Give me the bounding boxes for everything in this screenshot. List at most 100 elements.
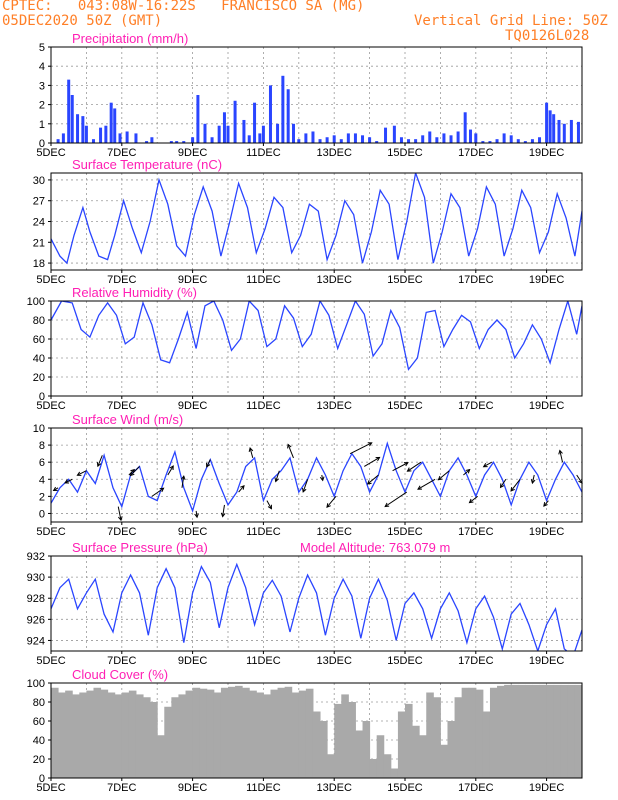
- temperature-ytick-label: 21: [33, 237, 45, 249]
- precip-bar: [247, 135, 251, 143]
- wind-vector-head: [366, 480, 372, 485]
- humidity-ytick-label: 60: [33, 334, 45, 346]
- humidity-xtick-label: 19DEC: [529, 400, 565, 412]
- pressure-xtick-label: 5DEC: [36, 655, 65, 667]
- precipitation-xtick-label: 15DEC: [387, 147, 423, 159]
- precipitation-xtick-label: 5DEC: [36, 147, 65, 159]
- precipitation-xtick-label: 19DEC: [529, 147, 565, 159]
- precip-bar: [91, 139, 95, 143]
- cloud-bar: [433, 697, 441, 778]
- wind-vector-head: [159, 487, 165, 493]
- precipitation-xtick-label: 7DEC: [107, 147, 136, 159]
- cloud-bar: [454, 697, 463, 778]
- precip-bar: [474, 133, 478, 143]
- cloud-cover-ytick-label: 20: [33, 754, 45, 766]
- precip-bar: [523, 141, 527, 143]
- cloud-bar: [511, 684, 519, 778]
- wind-vector: [463, 469, 471, 476]
- cloud-cover-ytick-label: 100: [27, 678, 45, 690]
- temperature-line: [51, 173, 582, 265]
- temperature-xtick-label: 15DEC: [387, 274, 423, 286]
- precip-bar: [442, 133, 446, 143]
- cloud-bar: [58, 692, 66, 778]
- cloud-bar: [405, 703, 413, 778]
- precip-bar: [109, 102, 113, 143]
- wind-vector-head: [169, 465, 174, 471]
- cloud-bar: [497, 685, 505, 778]
- cloud-bar: [228, 686, 236, 778]
- precip-bar: [456, 131, 460, 143]
- cloud-bar: [284, 686, 293, 778]
- cloud-bar: [277, 687, 286, 778]
- precipitation-xtick-label: 13DEC: [316, 147, 352, 159]
- wind-vector: [392, 462, 409, 472]
- cloud-cover-ytick-label: 60: [33, 716, 45, 728]
- precip-bar: [399, 137, 403, 143]
- precipitation-ytick-label: 2: [39, 100, 45, 112]
- wind-vector: [151, 487, 164, 497]
- precipitation-ytick-label: 4: [39, 61, 45, 73]
- precip-bar: [281, 75, 285, 143]
- cloud-bar: [525, 684, 533, 778]
- cloud-cover-xtick-label: 11DEC: [246, 782, 281, 794]
- precip-bar: [104, 125, 108, 143]
- cloud-bar: [320, 721, 328, 778]
- precip-bar: [545, 102, 549, 143]
- precip-bar: [576, 121, 580, 143]
- wind-vector: [302, 479, 309, 493]
- precip-bar: [569, 119, 573, 143]
- cloud-bar: [298, 690, 307, 778]
- precip-bar: [353, 133, 357, 143]
- cloud-bar: [546, 684, 555, 778]
- wind-vector: [249, 447, 254, 459]
- cloud-bar: [305, 688, 314, 778]
- wind-vector: [531, 474, 535, 484]
- wind-vector: [97, 455, 103, 467]
- precip-bar: [291, 123, 295, 143]
- wind-vector-head: [118, 516, 123, 522]
- cloud-bar: [86, 690, 94, 778]
- cloud-bar: [334, 703, 342, 778]
- cloud-bar: [461, 687, 470, 778]
- wind-vector-head: [267, 504, 272, 510]
- precip-bar: [428, 131, 432, 143]
- cloud-bar: [390, 768, 399, 778]
- temperature-xtick-label: 13DEC: [316, 274, 352, 286]
- precip-bar: [538, 137, 542, 143]
- humidity-line: [51, 301, 582, 371]
- wind-vector: [117, 506, 122, 521]
- precip-bar: [509, 135, 513, 143]
- pressure-title: Surface Pressure (hPa): [72, 540, 208, 555]
- cloud-bar: [567, 684, 576, 778]
- cloud-bar: [206, 689, 215, 778]
- cloud-cover-ytick-label: 0: [39, 773, 45, 785]
- cloud-bar: [376, 735, 385, 778]
- cloud-bar: [383, 754, 392, 778]
- precip-bar: [421, 135, 425, 143]
- wind-vector: [326, 496, 337, 508]
- cloud-bar: [107, 692, 116, 778]
- cloud-bar: [128, 690, 137, 778]
- humidity-ytick-label: 20: [33, 372, 45, 384]
- precip-bar: [548, 110, 552, 143]
- wind-ytick-label: 2: [39, 491, 45, 503]
- precip-bar: [182, 141, 186, 143]
- wind-vector-head: [437, 475, 443, 481]
- cloud-bar: [574, 684, 583, 778]
- temperature-ytick-label: 18: [33, 258, 45, 270]
- cloud-cover-frame: [50, 682, 583, 779]
- precip-bar: [242, 119, 246, 143]
- wind-vector: [407, 461, 422, 472]
- wind-vector: [543, 500, 549, 507]
- precip-bar: [468, 129, 472, 143]
- wind-vector: [364, 457, 380, 467]
- wind-ytick-label: 4: [39, 474, 45, 486]
- cloud-bar: [150, 702, 158, 778]
- wind-vector-head: [558, 449, 563, 455]
- header-date: 05DEC2020 50Z (GMT): [2, 13, 163, 29]
- wind-vector-head: [180, 475, 186, 481]
- cloud-bar: [164, 706, 172, 778]
- precip-bar: [557, 119, 561, 143]
- precip-bar: [150, 137, 154, 143]
